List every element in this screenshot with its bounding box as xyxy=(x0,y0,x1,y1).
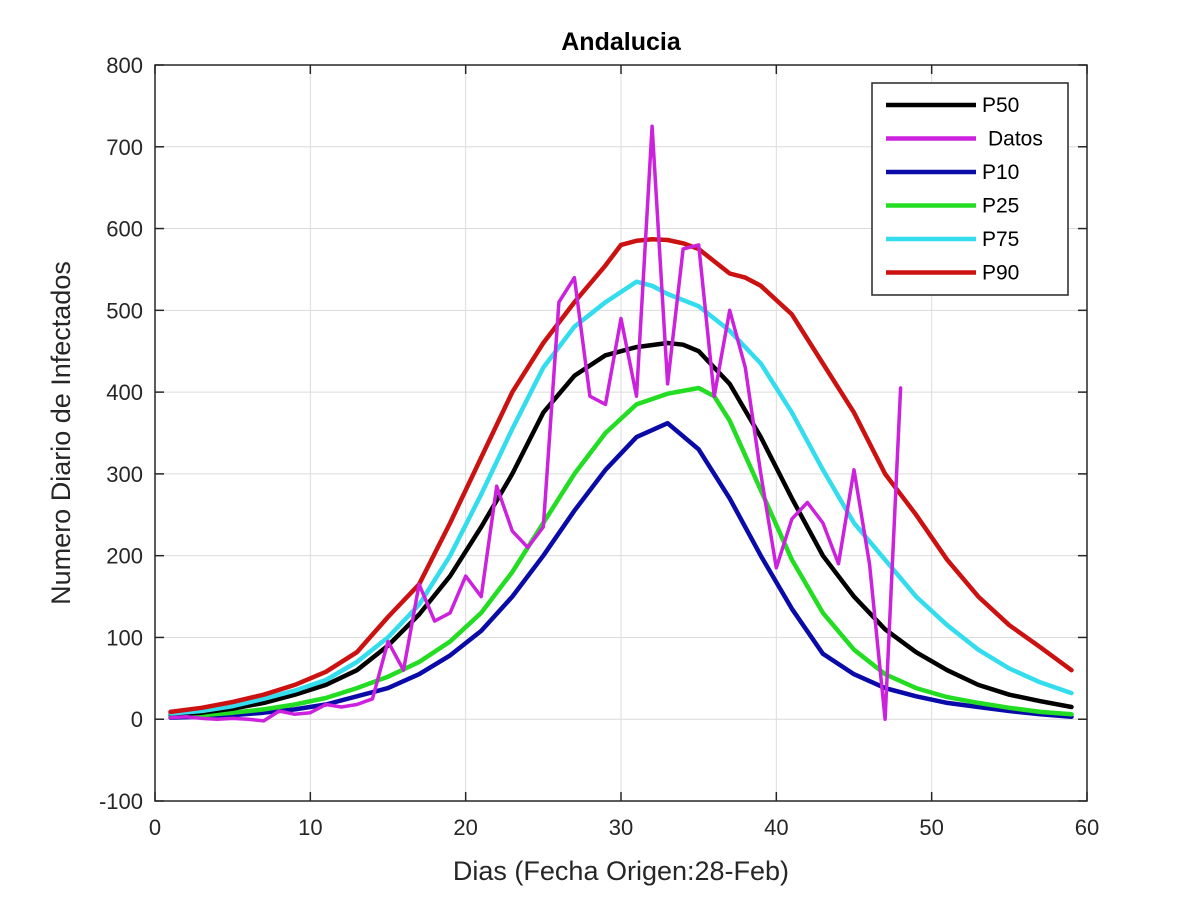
y-tick-label: 600 xyxy=(106,217,143,242)
y-tick-label: 0 xyxy=(131,707,143,732)
legend-label: P50 xyxy=(982,94,1019,117)
x-tick-label: 40 xyxy=(764,815,788,840)
y-axis-label: Numero Diario de Infectados xyxy=(46,261,76,605)
x-tick-label: 30 xyxy=(609,815,633,840)
x-tick-label: 60 xyxy=(1075,815,1099,840)
y-tick-label: 700 xyxy=(106,135,143,160)
y-axis: -100 0 100 200 300 400 500 600 700 800 xyxy=(99,53,1087,814)
y-tick-label: 400 xyxy=(106,380,143,405)
y-tick-label: 500 xyxy=(106,298,143,323)
x-axis: 0 10 20 30 40 50 60 xyxy=(149,65,1099,840)
legend-label: P90 xyxy=(982,262,1019,285)
y-tick-label: 300 xyxy=(106,462,143,487)
y-tick-label: 100 xyxy=(106,625,143,650)
legend-label: P10 xyxy=(982,161,1019,184)
series-line-p75 xyxy=(168,279,1074,716)
series-line-p50 xyxy=(168,340,1074,717)
x-tick-label: 10 xyxy=(298,815,322,840)
x-axis-label: Dias (Fecha Origen:28-Feb) xyxy=(453,856,789,886)
y-tick-label: -100 xyxy=(99,789,143,814)
series-layer xyxy=(168,124,1074,723)
x-tick-label: 0 xyxy=(149,815,161,840)
x-tick-label: 20 xyxy=(453,815,477,840)
legend-box xyxy=(871,82,1069,296)
legend-label: Datos xyxy=(988,128,1043,151)
legend-label: P25 xyxy=(982,195,1019,218)
x-tick-label: 50 xyxy=(919,815,943,840)
y-tick-label: 200 xyxy=(106,544,143,569)
legend: P50 Datos P10 P25 P75 P90 xyxy=(871,82,1069,296)
y-tick-label: 800 xyxy=(106,53,143,78)
series-line-p25 xyxy=(168,385,1074,720)
legend-label: P75 xyxy=(982,228,1019,251)
series-line-datos xyxy=(168,124,903,723)
chart-title: Andalucia xyxy=(561,28,682,56)
